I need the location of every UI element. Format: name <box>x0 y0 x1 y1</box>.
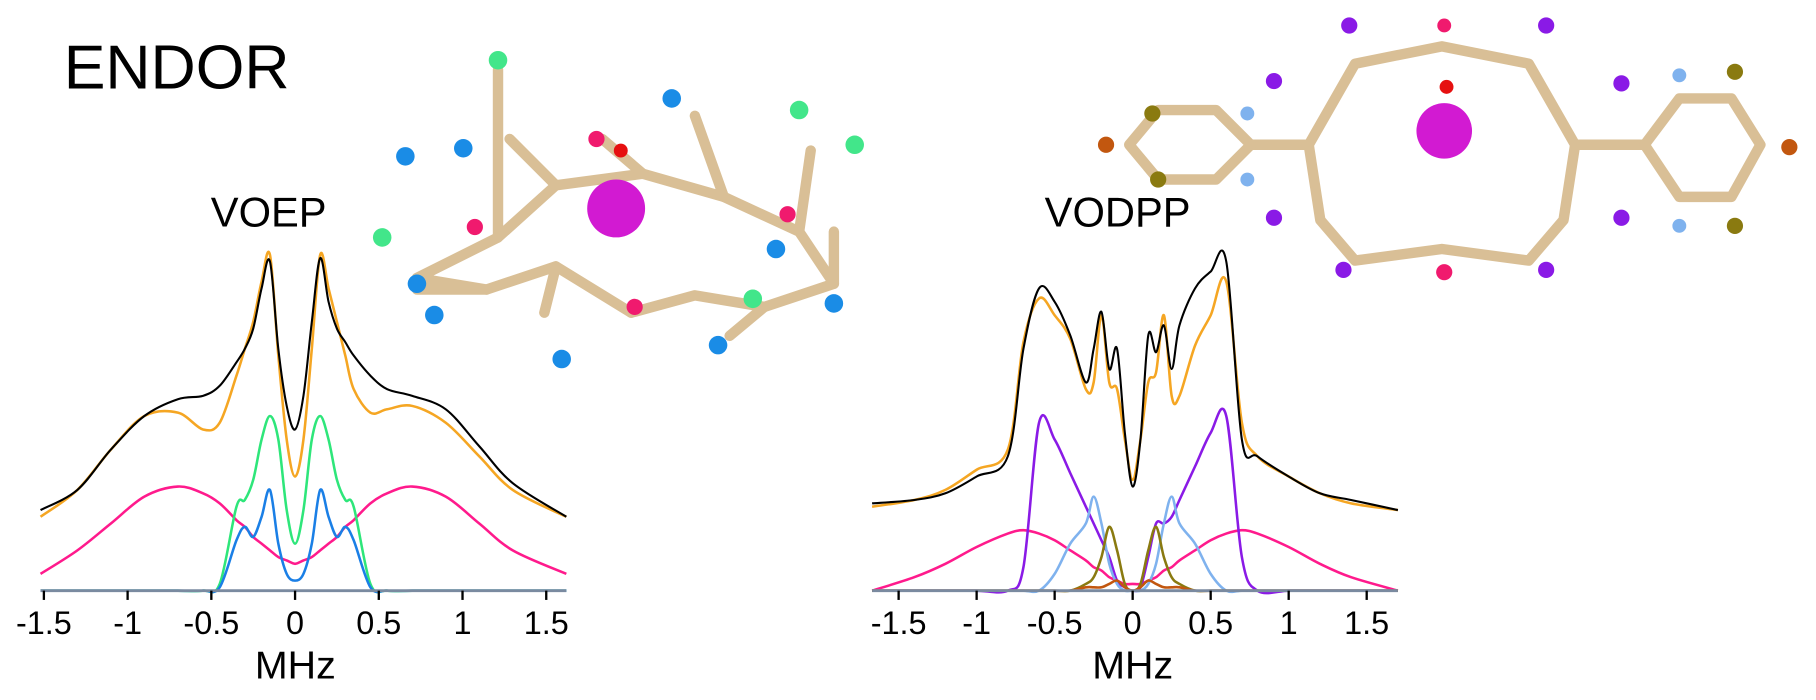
x-tick-label: 0 <box>1124 605 1142 641</box>
atoms <box>1265 17 1630 278</box>
line-series <box>872 525 1398 593</box>
atoms <box>1097 136 1798 156</box>
x-tick-label: 0.5 <box>356 605 401 641</box>
x-tick-label: 1.5 <box>524 605 569 641</box>
metal-atom <box>587 179 646 238</box>
x-tick-label: -0.5 <box>183 605 239 641</box>
metal-atom <box>1416 103 1473 159</box>
line-series <box>40 257 567 518</box>
ring <box>1245 41 1650 266</box>
atoms <box>1240 68 1687 233</box>
line-series <box>871 276 1399 512</box>
line-series <box>872 495 1398 594</box>
atoms <box>466 130 796 316</box>
x-tick-label: 1 <box>1280 605 1298 641</box>
x-tick-label: 0 <box>286 605 304 641</box>
figure-title: ENDOR <box>64 32 290 102</box>
oxygen-atom <box>613 143 628 158</box>
phenyl <box>1123 93 1766 203</box>
atoms <box>1144 63 1744 234</box>
x-tick-label: 1 <box>454 605 472 641</box>
oxygen-atom <box>1439 79 1454 94</box>
line-series <box>39 485 567 576</box>
x-tick-label: -0.5 <box>1027 605 1083 641</box>
x-tick-label: 1.5 <box>1344 605 1389 641</box>
atoms <box>372 50 864 309</box>
chart-title: VOEP <box>211 188 327 235</box>
x-tick-label: -1 <box>113 605 142 641</box>
molecule-voep <box>372 50 864 369</box>
line-series <box>872 407 1398 595</box>
molecule-vodpp <box>1097 17 1798 281</box>
line-series <box>39 250 567 518</box>
x-tick-label: -1.5 <box>16 605 72 641</box>
line-series <box>871 528 1399 592</box>
x-tick-label: 0.5 <box>1188 605 1233 641</box>
x-axis-label: MHz <box>1092 644 1173 688</box>
atoms <box>1436 18 1453 281</box>
x-tick-label: -1.5 <box>871 605 927 641</box>
x-axis-label: MHz <box>255 644 336 688</box>
atoms <box>396 89 844 369</box>
line-series <box>872 249 1399 512</box>
chart-title: VODPP <box>1045 188 1191 235</box>
x-tick-label: -1 <box>962 605 991 641</box>
